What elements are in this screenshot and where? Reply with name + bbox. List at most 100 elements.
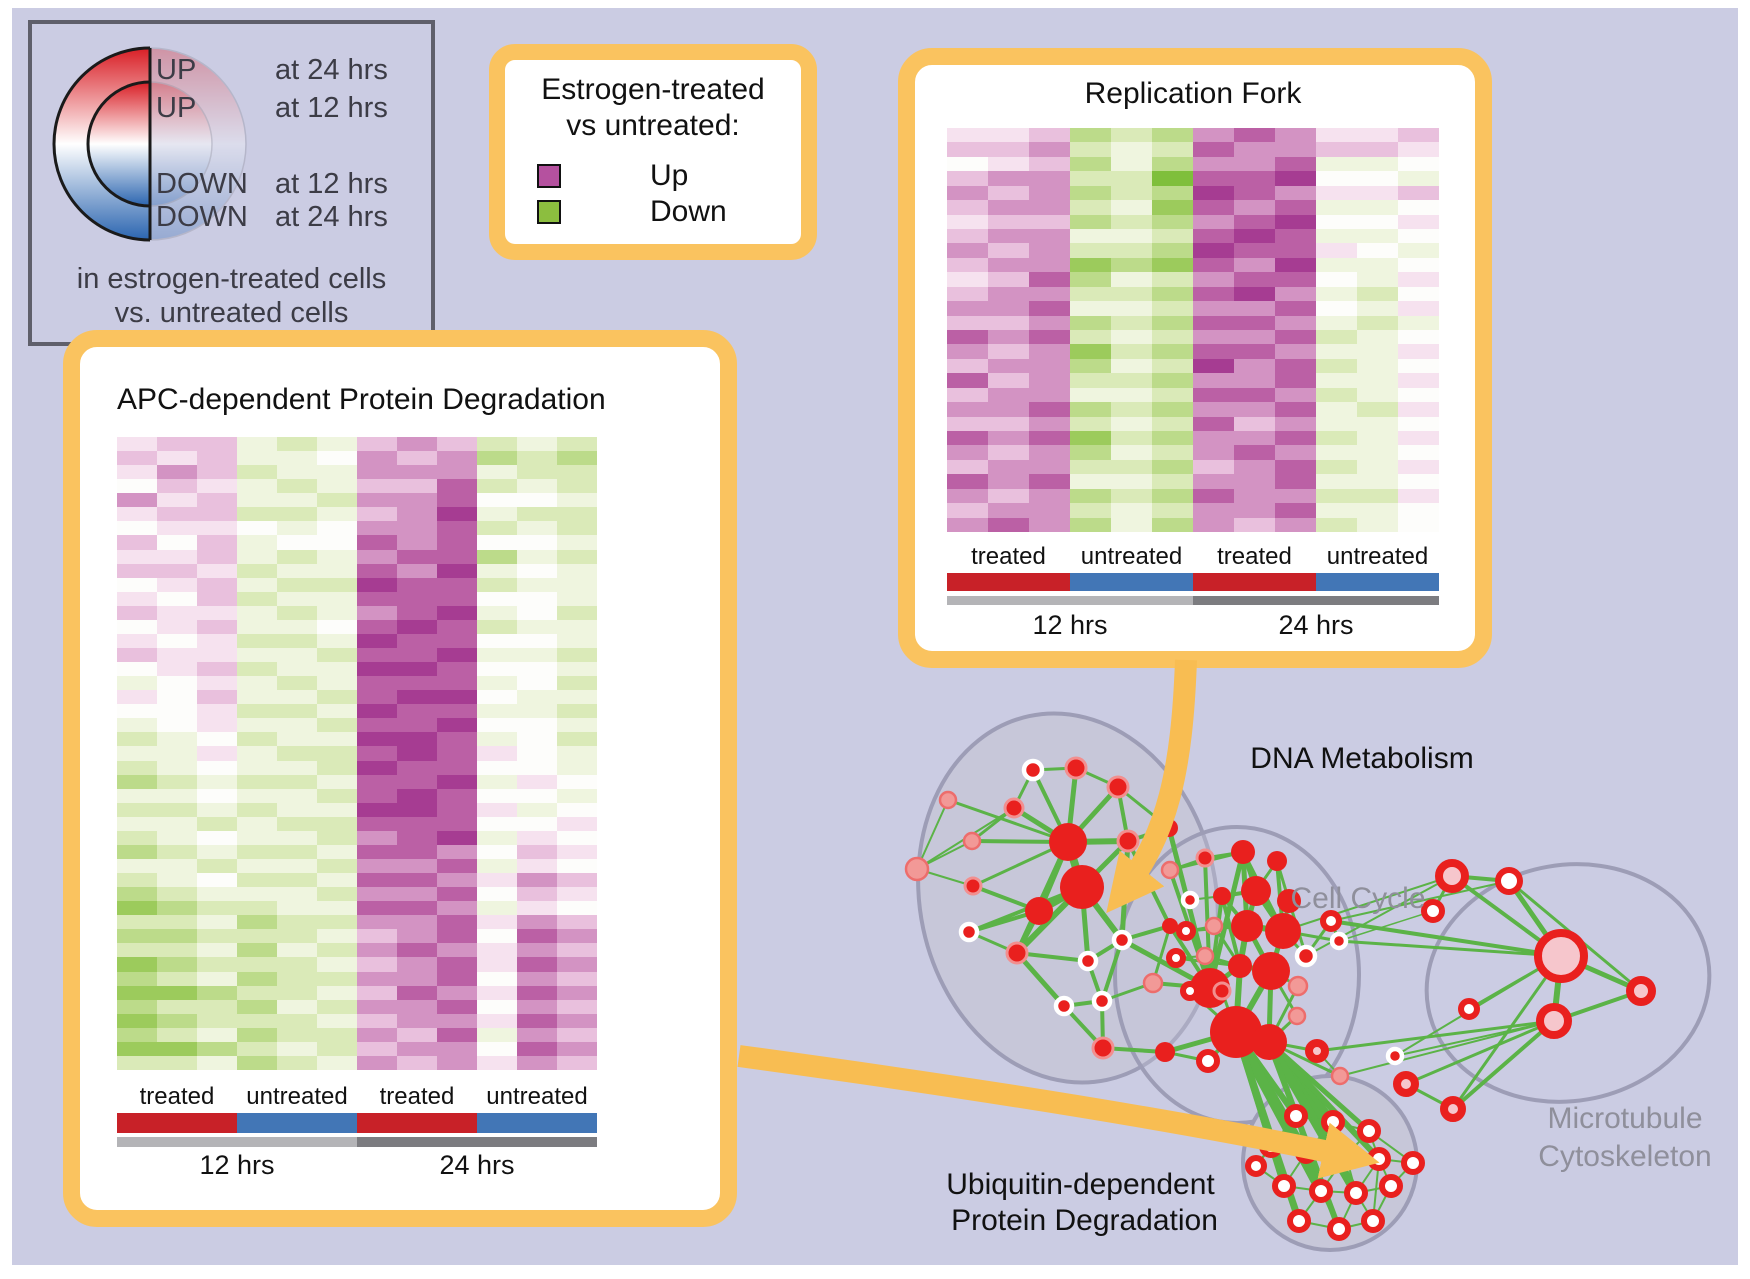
heatmap-cell	[437, 577, 477, 592]
heatmap-cell	[357, 788, 397, 803]
heatmap-cell	[557, 830, 597, 845]
heatmap-cell	[1357, 445, 1398, 460]
heatmap-cell	[1193, 200, 1234, 215]
heatmap-cell	[197, 718, 237, 733]
network-node	[1435, 859, 1469, 893]
heatmap-cell	[277, 999, 317, 1014]
network-node	[1116, 829, 1140, 853]
heatmap-cell	[1398, 315, 1439, 330]
heatmap-cell	[197, 704, 237, 719]
heatmap-cell	[237, 985, 277, 1000]
heatmap-cell	[517, 507, 557, 522]
heatmap-cell	[357, 816, 397, 831]
heatmap-cell	[437, 619, 477, 634]
heatmap-cell	[1193, 286, 1234, 302]
heatmap-cell	[357, 718, 397, 733]
heatmap-cell	[477, 985, 517, 1000]
heatmap-cell	[1029, 474, 1070, 489]
rf-group-label-1: treated	[971, 543, 1046, 570]
network-node	[1294, 944, 1318, 968]
heatmap-cell	[947, 330, 988, 345]
heatmap-cell	[517, 901, 557, 916]
heatmap-cell	[1193, 272, 1234, 287]
heatmap-cell	[477, 633, 517, 648]
heatmap-cell	[988, 474, 1029, 489]
heatmap-cell	[1275, 474, 1316, 489]
heatmap-cell	[157, 887, 197, 902]
heatmap-cell	[157, 465, 197, 480]
heatmap-cell	[1152, 330, 1193, 345]
heatmap-cell	[397, 676, 437, 691]
heatmap-cell	[1357, 387, 1398, 403]
heatmap-cell	[317, 760, 357, 775]
heatmap-cell	[1234, 488, 1275, 504]
heatmap-cell	[988, 128, 1029, 143]
heatmap-cell	[477, 577, 517, 592]
heatmap-cell	[317, 1027, 357, 1042]
heatmap-cell	[1111, 459, 1152, 475]
heatmap-cell	[1029, 517, 1070, 532]
heatmap-cell	[237, 844, 277, 859]
heatmap-cell	[197, 437, 237, 452]
updown-legend-box: Estrogen-treated vs untreated: Up Down	[489, 44, 817, 260]
heatmap-cell	[397, 465, 437, 480]
heatmap-cell	[437, 943, 477, 958]
heatmap-cell	[1193, 373, 1234, 388]
heatmap-cell	[517, 760, 557, 775]
heatmap-cell	[117, 451, 157, 466]
heatmap-cell	[988, 229, 1029, 244]
heatmap-cell	[1316, 156, 1357, 172]
heatmap-cell	[1111, 402, 1152, 417]
heatmap-cell	[357, 465, 397, 480]
heatmap-cell	[1357, 459, 1398, 475]
heatmap-cell	[517, 957, 557, 972]
heatmap-cell	[357, 915, 397, 930]
heatmap-cell	[1029, 445, 1070, 460]
heatmap-cell	[1152, 517, 1193, 532]
heatmap-cell	[237, 929, 277, 944]
heatmap-cell	[357, 774, 397, 789]
heatmap-cell	[517, 577, 557, 592]
heatmap-cell	[357, 662, 397, 677]
network-node	[1212, 981, 1232, 1001]
heatmap-cell	[1357, 185, 1398, 201]
heatmap-cell	[317, 746, 357, 761]
heatmap-cell	[317, 563, 357, 578]
heatmap-cell	[1357, 517, 1398, 532]
heatmap-cell	[237, 901, 277, 916]
heatmap-cell	[988, 272, 1029, 287]
rf-treatment-bar	[947, 573, 1439, 591]
heatmap-cell	[437, 1055, 477, 1070]
heatmap-cell	[1070, 243, 1111, 258]
heatmap-cell	[277, 451, 317, 466]
heatmap-cell	[397, 549, 437, 564]
heatmap-cell	[1275, 301, 1316, 316]
heatmap-cell	[157, 549, 197, 564]
network-node	[1534, 929, 1588, 983]
heatmap-cell	[477, 873, 517, 888]
heatmap-cell	[397, 985, 437, 1000]
heatmap-cell	[437, 1041, 477, 1056]
heatmap-cell	[1316, 517, 1357, 532]
heatmap-cell	[988, 488, 1029, 504]
heatmap-cell	[277, 718, 317, 733]
heatmap-cell	[947, 459, 988, 475]
network-node	[1251, 1024, 1287, 1060]
heatmap-cell	[397, 915, 437, 930]
heatmap-cell	[237, 465, 277, 480]
ubiquitin-cluster-label-line2: Protein Degradation	[951, 1204, 1218, 1237]
heatmap-cell	[1193, 431, 1234, 446]
heatmap-cell	[557, 746, 597, 761]
heatmap-cell	[1152, 459, 1193, 475]
heatmap-cell	[397, 704, 437, 719]
heatmap-cell	[277, 437, 317, 452]
heatmap-cell	[397, 437, 437, 452]
heatmap-cell	[1152, 200, 1193, 215]
heatmap-cell	[397, 690, 437, 705]
heatmap-cell	[117, 802, 157, 817]
network-node	[1320, 910, 1342, 932]
network-node	[1329, 931, 1349, 951]
heatmap-cell	[397, 858, 437, 874]
network-node	[1393, 1071, 1419, 1097]
heatmap-cell	[1234, 517, 1275, 532]
